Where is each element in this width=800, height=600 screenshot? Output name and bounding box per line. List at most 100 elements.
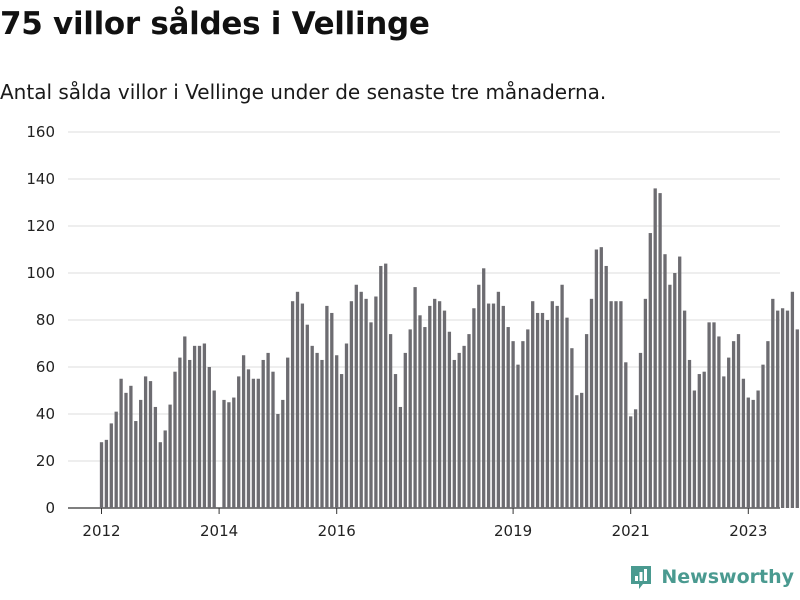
bar <box>202 343 207 508</box>
bar <box>638 352 643 508</box>
bar <box>580 392 584 508</box>
x-tick-label: 2016 <box>318 522 356 540</box>
bar <box>687 359 692 508</box>
bar <box>614 301 618 508</box>
bar <box>339 374 344 508</box>
bar <box>158 442 162 508</box>
bar <box>472 308 476 508</box>
bar <box>486 303 491 508</box>
x-tick-label: 2021 <box>612 522 650 540</box>
bar <box>540 312 545 508</box>
bar <box>335 355 339 508</box>
y-tick-label: 140 <box>26 170 55 188</box>
bar <box>722 376 726 508</box>
bar <box>776 310 780 508</box>
bar <box>727 357 731 508</box>
bar <box>173 371 177 508</box>
bar <box>506 327 510 508</box>
bar <box>344 343 349 508</box>
bar <box>251 378 256 508</box>
chart-title: 75 villor såldes i Vellinge <box>0 6 430 42</box>
bar <box>457 352 461 508</box>
bar <box>207 367 211 508</box>
bar <box>452 359 456 508</box>
bar <box>408 329 412 508</box>
bar <box>139 399 143 508</box>
bar <box>560 284 564 508</box>
bar <box>241 355 246 508</box>
bar <box>124 392 128 508</box>
bar <box>643 298 648 508</box>
bar <box>535 312 540 508</box>
y-axis-ticks: 0 20 40 60 80 100 120 140 160 <box>26 123 55 517</box>
bar <box>629 416 633 508</box>
bar <box>766 341 770 508</box>
bar <box>237 376 241 508</box>
bar <box>771 298 775 508</box>
bar <box>658 193 662 508</box>
bar <box>731 341 736 508</box>
y-tick-label: 20 <box>36 452 55 470</box>
bar <box>143 376 148 508</box>
bar <box>648 233 652 509</box>
bar <box>496 291 501 508</box>
bar <box>290 301 295 508</box>
bar <box>428 305 432 508</box>
bars <box>99 188 799 509</box>
bar <box>256 378 260 508</box>
bar <box>785 310 790 508</box>
bar <box>678 256 682 508</box>
bar <box>604 265 608 508</box>
x-tick-label: 2012 <box>82 522 120 540</box>
bar <box>99 442 104 508</box>
bar <box>516 364 520 508</box>
bar <box>594 249 599 508</box>
bar <box>712 322 716 508</box>
bar <box>418 315 422 508</box>
bar <box>584 334 589 508</box>
bar <box>276 414 280 508</box>
bar <box>222 399 226 508</box>
y-tick-label: 160 <box>26 123 55 141</box>
y-tick-label: 100 <box>26 264 55 282</box>
bar <box>491 303 496 508</box>
x-tick-label: 2023 <box>729 522 767 540</box>
y-tick-label: 60 <box>36 358 55 376</box>
bar <box>413 287 417 508</box>
bar <box>746 397 750 508</box>
bar <box>550 301 554 508</box>
bar <box>437 301 442 508</box>
bar <box>682 310 687 508</box>
bar <box>281 399 285 508</box>
bar <box>751 399 755 508</box>
bar <box>511 341 515 508</box>
bar <box>129 385 133 508</box>
bar <box>521 341 525 508</box>
bar <box>388 334 393 508</box>
bar <box>212 390 216 508</box>
bar <box>266 352 270 508</box>
bar <box>780 308 785 508</box>
bar <box>589 298 594 508</box>
bar <box>330 312 334 508</box>
bar <box>310 345 314 508</box>
bar <box>369 322 373 508</box>
bar <box>433 298 437 508</box>
x-axis-ticks: 2012201420162019202120232025 <box>82 508 767 540</box>
bar <box>447 331 452 508</box>
bar <box>163 430 167 508</box>
x-tick-label: 2019 <box>494 522 532 540</box>
bar <box>305 324 309 508</box>
bar <box>153 406 158 508</box>
chart-subtitle: Antal sålda villor i Vellinge under de s… <box>0 80 607 104</box>
bar <box>795 329 799 508</box>
bar <box>717 336 721 508</box>
bar <box>246 369 251 508</box>
bar <box>168 404 172 508</box>
bar-chart: 0 20 40 60 80 100 120 140 160 2012 2014 2016 2019 20… <box>26 123 799 540</box>
bar <box>653 188 657 508</box>
bar <box>384 263 388 508</box>
bar <box>227 402 231 508</box>
bar <box>271 371 275 508</box>
bar <box>467 334 471 508</box>
